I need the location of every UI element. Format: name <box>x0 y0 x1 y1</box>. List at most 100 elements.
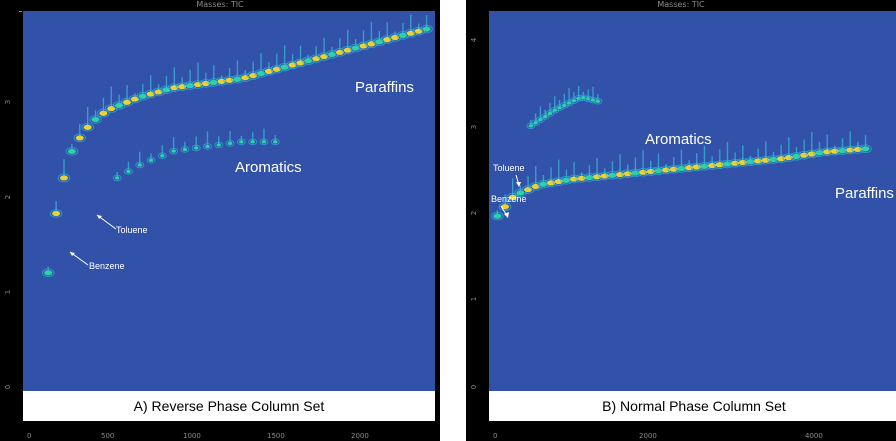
peak-streak <box>549 102 551 114</box>
peak-streak <box>150 153 152 161</box>
caption-banner-a: A) Reverse Phase Column Set <box>23 391 435 421</box>
peak-streak <box>260 53 262 74</box>
peak-streak <box>274 134 276 142</box>
x-tick-label: 0 <box>493 432 498 440</box>
peak-streak <box>864 134 867 149</box>
arrowhead-toluene <box>516 182 521 187</box>
peak-streak <box>197 62 199 85</box>
peak-halo <box>49 209 63 218</box>
peak-halo <box>97 108 110 118</box>
peak-streak <box>534 113 537 123</box>
peak-streak <box>726 142 729 165</box>
peak-blob <box>547 111 553 115</box>
peak-halo <box>146 156 156 164</box>
peak-streak <box>86 106 89 128</box>
y-tick-label: 3 <box>4 99 12 105</box>
y-tick-label: 4 <box>470 37 478 43</box>
peak-streak <box>803 139 805 156</box>
peak-blob <box>273 140 278 144</box>
peak-streak <box>504 194 506 207</box>
peak-blob <box>205 144 210 149</box>
peak-streak <box>236 60 239 80</box>
peak-streak <box>410 14 412 34</box>
peak-blob <box>516 190 525 196</box>
peak-streak <box>263 128 265 142</box>
peak-streak <box>386 22 388 40</box>
peak-blob <box>83 124 92 130</box>
annotation-toluene: Toluene <box>493 163 525 173</box>
x-tick-label: 1500 <box>267 432 285 440</box>
peak-blob <box>194 146 199 150</box>
peak-blob <box>528 124 534 128</box>
peak-streak <box>347 29 349 51</box>
peak-halo <box>41 268 55 278</box>
peak-halo <box>214 141 224 149</box>
peak-streak <box>315 46 317 59</box>
peak-halo <box>65 147 79 156</box>
peak-streak <box>172 137 175 152</box>
peak-streak <box>558 159 560 182</box>
peak-streak <box>63 159 65 178</box>
peak-blob <box>44 270 53 276</box>
peak-streak <box>544 109 546 117</box>
x-axis: 0 2000 4000 <box>489 431 896 441</box>
peak-streak <box>94 110 97 120</box>
y-tick-label: 2 <box>470 210 478 216</box>
peak-halo <box>491 211 504 221</box>
peak-streak <box>354 38 357 49</box>
annotation-toluene: Toluene <box>116 225 148 235</box>
peak-streak <box>126 85 128 103</box>
peak-blob <box>126 169 131 174</box>
peak-streak <box>650 160 652 172</box>
peak-streak <box>619 154 621 175</box>
peak-halo <box>89 115 102 124</box>
peak-streak <box>307 54 310 61</box>
peak-streak <box>362 30 365 46</box>
peak-streak <box>588 165 591 178</box>
peak-blob <box>171 149 176 153</box>
peak-streak <box>634 157 637 174</box>
chart-panel-a: Masses: TIC 0 1 2 3 Paraffins Aromatics … <box>0 0 440 441</box>
y-tick-label: 1 <box>470 296 478 302</box>
peak-streak <box>394 31 396 38</box>
peak-blob <box>227 141 233 146</box>
peak-streak <box>539 106 542 120</box>
peak-halo <box>128 94 142 104</box>
peak-streak <box>577 86 580 99</box>
peak-halo <box>593 97 603 105</box>
peak-streak <box>189 69 191 86</box>
peak-streak <box>558 99 561 108</box>
peak-streak <box>213 65 215 83</box>
peak-blob <box>99 110 108 116</box>
chart-title: Masses: TIC <box>196 0 244 9</box>
chart-panel-b: Masses: TIC 0 1 2 3 4 Aromatics Paraffin… <box>466 0 896 441</box>
x-tick-label: 1000 <box>183 432 201 440</box>
peak-streak <box>184 141 186 150</box>
peak-marks <box>491 86 872 221</box>
peak-streak <box>512 178 514 198</box>
arrowhead-benzene <box>70 252 75 256</box>
peak-streak <box>55 201 57 214</box>
peak-blob <box>114 176 120 180</box>
peak-streak <box>195 136 197 148</box>
peak-streak <box>642 150 644 173</box>
x-tick-label: 500 <box>101 432 115 440</box>
peak-blob <box>239 140 244 144</box>
peak-halo <box>498 202 512 212</box>
annotation-aromatics: Aromatics <box>645 131 712 148</box>
peak-blob <box>250 140 255 144</box>
annotation-aromatics: Aromatics <box>235 159 302 176</box>
peak-halo <box>259 138 269 146</box>
peak-halo <box>157 152 167 160</box>
peak-streak <box>711 156 713 166</box>
peak-streak <box>696 153 698 168</box>
peak-streak <box>657 153 660 171</box>
peak-streak <box>596 158 598 177</box>
y-axis: 0 1 2 3 4 <box>466 11 488 392</box>
peak-halo <box>81 123 94 132</box>
peak-streak <box>757 148 759 162</box>
peak-streak <box>402 22 404 36</box>
annotation-paraffins: Paraffins <box>355 79 414 96</box>
y-tick-label: 3 <box>470 124 478 130</box>
arrowhead-toluene <box>97 215 102 219</box>
